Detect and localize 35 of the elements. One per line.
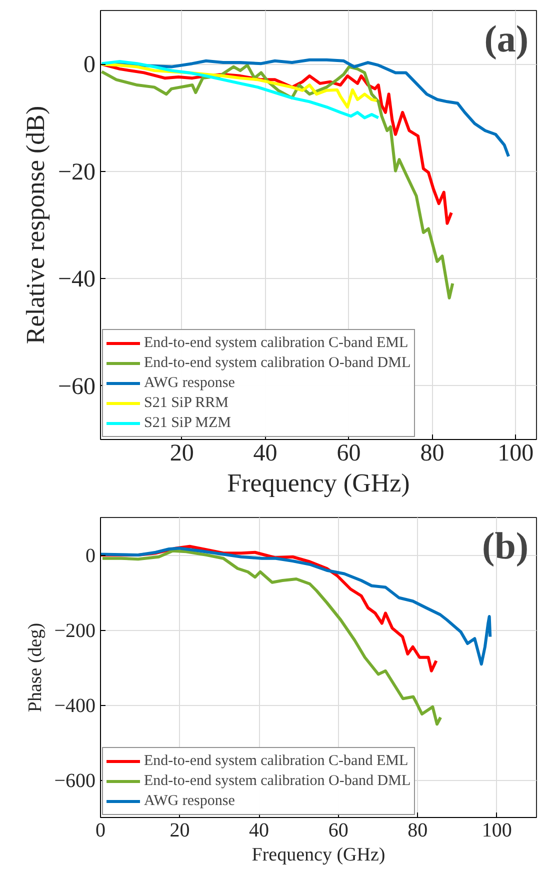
- y-tick-label: −40: [58, 266, 96, 293]
- x-tick-label: 100: [498, 440, 534, 466]
- y-tick-label: −200: [54, 620, 96, 642]
- x-tick-label: 80: [420, 440, 444, 466]
- legend-label: End-to-end system calibration C-band EML: [144, 334, 408, 352]
- legend-label: End-to-end system calibration O-band DML: [144, 772, 411, 790]
- x-axis-title: Frequency (GHz): [252, 844, 386, 866]
- annotation: (b): [482, 526, 529, 568]
- x-tick-label: 100: [482, 820, 512, 842]
- x-tick-label: 40: [249, 820, 270, 842]
- x-tick-label: 20: [170, 440, 194, 466]
- line-series: [100, 64, 454, 300]
- line-series: [100, 60, 380, 120]
- x-tick-label: 60: [336, 440, 361, 466]
- legend-label: AWG response: [144, 792, 235, 810]
- y-tick-label: 0: [84, 52, 96, 78]
- y-tick-label: −60: [58, 374, 96, 400]
- y-tick-label: −400: [54, 695, 96, 717]
- legend-label: S21 SiP MZM: [144, 414, 231, 432]
- y-axis-title: Relative response (dB): [20, 106, 50, 344]
- legend-label: End-to-end system calibration C-band EML: [144, 752, 408, 770]
- x-axis-title: Frequency (GHz): [227, 468, 410, 498]
- x-tick-label: 20: [170, 820, 190, 842]
- x-tick-label: 80: [408, 820, 428, 842]
- legend-label: End-to-end system calibration O-band DML: [144, 354, 411, 372]
- line-series: [100, 549, 442, 726]
- y-axis-title: Phase (deg): [25, 622, 46, 712]
- legend-label: AWG response: [144, 374, 235, 392]
- annotation: (a): [484, 18, 529, 60]
- x-tick-label: 40: [253, 440, 278, 466]
- y-tick-label: −600: [54, 770, 96, 792]
- y-tick-label: 0: [86, 545, 96, 567]
- legend-label: S21 SiP RRM: [144, 394, 228, 412]
- y-tick-label: −20: [58, 159, 96, 186]
- x-tick-label: 60: [328, 820, 348, 842]
